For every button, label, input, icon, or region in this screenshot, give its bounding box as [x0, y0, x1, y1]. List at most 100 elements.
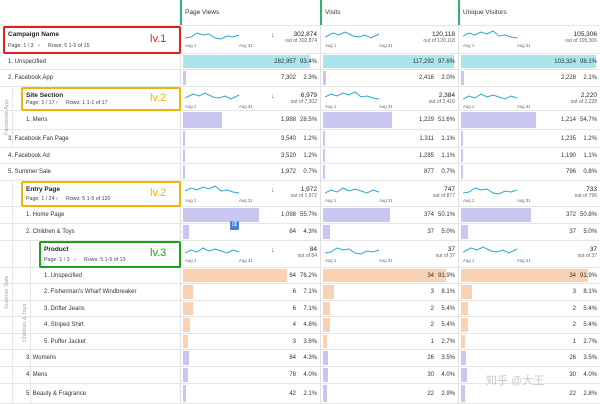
trend-sparkline: [463, 246, 518, 254]
table-row[interactable]: 5. Puffer Jacket 3 3.6% 1 2.7% 1 2.7%: [0, 334, 600, 350]
row-label[interactable]: 1. Home Page: [26, 212, 65, 218]
row-label[interactable]: 5. Puffer Jacket: [44, 338, 86, 345]
table-row[interactable]: 2. Facebook App 7,302 2.3% 2,416 2.0% 2,228 2.…: [0, 70, 600, 87]
table-row[interactable]: 1. Home Page 1,098 55.7% 374 50.1% 372 50.8%: [0, 207, 600, 224]
metric-cell: 34 91.9%: [320, 268, 458, 283]
axis-end-label: Aug 31: [379, 43, 393, 48]
table-row[interactable]: 3. Womens 84 4.3% 26 3.5% 26 3.5%: [0, 350, 600, 367]
row-label[interactable]: 3. Drifter Jeans: [44, 305, 85, 312]
pagination-page[interactable]: Page: 1 / 3: [8, 43, 34, 49]
metric-percent: 0.7%: [441, 169, 455, 175]
metric-column-2[interactable]: Unique Visitors: [458, 0, 600, 25]
table-row[interactable]: 2. Fisherman's Wharf Windbreaker 6 7.1% 3 8.…: [0, 284, 600, 301]
metric-percent: 2.7%: [583, 338, 597, 345]
pagination-page[interactable]: Page: 1 / 3: [44, 257, 70, 263]
percent-bar: [183, 165, 185, 179]
metric-percent: 4.0%: [303, 372, 317, 378]
axis-end-label: Aug 31: [239, 258, 253, 263]
pagination-page[interactable]: Page: 1 / 17: [26, 100, 55, 106]
row-label[interactable]: 3. Womens: [26, 355, 57, 361]
percent-bar: [183, 351, 189, 365]
metric-cell: 877 0.7%: [320, 164, 458, 180]
row-label[interactable]: 4. Mens: [26, 372, 48, 378]
sort-arrow-icon[interactable]: ↓: [271, 93, 275, 100]
row-label[interactable]: 1. Unspecified: [44, 272, 83, 279]
metric-header-label[interactable]: Page Views: [185, 9, 220, 16]
dimension-title[interactable]: Campaign Name: [8, 31, 59, 38]
row-label[interactable]: 4. Striped Shirt: [44, 322, 84, 328]
metric-column-0[interactable]: Page Views: [180, 0, 320, 25]
pagination-page[interactable]: Page: 1 / 24: [26, 196, 55, 202]
axis-start-label: Aug 1: [185, 258, 197, 263]
row-label[interactable]: 1. Mens: [26, 117, 48, 123]
rows-selector[interactable]: Rows: 5 1-5 of 13: [84, 257, 126, 263]
metric-value: 6: [292, 289, 296, 295]
next-page-icon[interactable]: ›: [56, 196, 58, 202]
metric-cell: 84 4.3%: [180, 350, 320, 366]
row-label[interactable]: 2. Children & Toys: [26, 229, 75, 235]
metric-percent: 8.1%: [583, 289, 597, 295]
metric-cell: 2 5.4%: [320, 301, 458, 316]
nesting-guide-line: [30, 241, 31, 404]
sparkline-line: [185, 92, 240, 100]
sparkline-line: [463, 187, 518, 195]
metric-value: 22: [569, 390, 576, 397]
dimension-title[interactable]: Product: [44, 246, 69, 253]
column-header-row: Page Views Visits Unique Visitors: [0, 0, 600, 26]
metric-value: 37: [569, 229, 576, 235]
table-row[interactable]: 3. Facebook Fan Page 3,540 1.2% 1,311 1.1% 1,…: [0, 130, 600, 148]
axis-start-label: Aug 1: [325, 258, 337, 263]
axis-start-label: Aug 1: [325, 198, 337, 203]
row-label[interactable]: 5. Beauty & Fragrance: [26, 390, 87, 397]
axis-start-label: Aug 1: [325, 104, 337, 109]
metric-header-label[interactable]: Unique Visitors: [463, 9, 507, 16]
row-label[interactable]: 3. Facebook Fan Page: [8, 135, 69, 142]
table-row[interactable]: 4. Striped Shirt 4 4.8% 2 5.4% 2 5.4%: [0, 317, 600, 334]
metric-value: 64: [289, 272, 296, 279]
sparkline-line: [463, 30, 518, 39]
rows-selector[interactable]: Rows: 5 1-5 of 15: [48, 43, 90, 49]
dimension-title[interactable]: Entry Page: [26, 186, 60, 193]
dimension-title[interactable]: Site Section: [26, 92, 64, 99]
metric-cell: 1,285 1.1%: [320, 148, 458, 163]
row-label[interactable]: 4. Facebook Ad: [8, 152, 50, 159]
percent-bar: [323, 71, 326, 85]
rows-selector[interactable]: Rows: 1 1-1 of 17: [66, 100, 108, 106]
metric-percent: 4.3%: [303, 355, 317, 361]
table-row[interactable]: 2. Children & Toys 84 4.3% 37 5.0% 37 5.0%: [0, 224, 600, 241]
translate-icon[interactable]: 译: [230, 221, 239, 230]
metric-percent: 28.5%: [299, 117, 317, 123]
table-row[interactable]: 3. Drifter Jeans 6 7.1% 2 5.4% 2 5.4%: [0, 301, 600, 317]
axis-start-label: Aug 1: [463, 104, 475, 109]
metric-total-cell: Aug 1 Aug 31 37 out of 37: [458, 241, 600, 267]
next-page-icon[interactable]: ›: [38, 43, 40, 49]
row-label[interactable]: 2. Facebook App: [8, 75, 54, 81]
metric-percent: 1.2%: [303, 152, 317, 159]
metric-total-cell: Aug 1 Aug 31 37 out of 37: [320, 241, 458, 267]
metric-column-1[interactable]: Visits: [320, 0, 458, 25]
metric-percent: 1.2%: [303, 135, 317, 142]
next-page-icon[interactable]: ›: [56, 100, 58, 106]
nested-dimension-side-label: Facebook App: [4, 99, 10, 135]
table-row[interactable]: 5. Summer Sale 1,972 0.7% 877 0.7% 796 0.8%: [0, 164, 600, 181]
sort-arrow-icon[interactable]: ↓: [271, 247, 275, 254]
rows-selector[interactable]: Rows: 5 1-5 of 120: [66, 196, 111, 202]
metric-header-label[interactable]: Visits: [325, 9, 341, 16]
row-label[interactable]: 1. Unspecified: [8, 58, 47, 65]
sort-arrow-icon[interactable]: ↓: [271, 32, 275, 39]
sort-arrow-icon[interactable]: ↓: [271, 187, 275, 194]
row-label[interactable]: 5. Summer Sale: [8, 169, 52, 175]
sparkline-line: [325, 247, 380, 255]
row-label[interactable]: 2. Fisherman's Wharf Windbreaker: [44, 289, 137, 295]
percent-bar: [183, 225, 189, 239]
metric-cell: 26 3.5%: [458, 350, 600, 366]
metric-cell: 2 5.4%: [458, 317, 600, 333]
table-row[interactable]: 4. Facebook Ad 3,520 1.2% 1,285 1.1% 1,190 1.1…: [0, 148, 600, 164]
table-row[interactable]: 1. Mens 1,988 28.5% 1,229 51.6% 1,214 54.7%: [0, 111, 600, 130]
total-out-of: out of 1,972: [290, 193, 317, 199]
percent-bar: [461, 208, 531, 222]
table-row[interactable]: 1. Unspecified 64 76.2% 34 91.9% 34 91.9%: [0, 268, 600, 284]
table-row[interactable]: 1. Unspecified 282,957 93.4% 117,292 97.6% 10…: [0, 54, 600, 70]
table-row[interactable]: 4. Mens 78 4.0% 30 4.0% 30 4.0%: [0, 367, 600, 384]
next-page-icon[interactable]: ›: [74, 257, 76, 263]
